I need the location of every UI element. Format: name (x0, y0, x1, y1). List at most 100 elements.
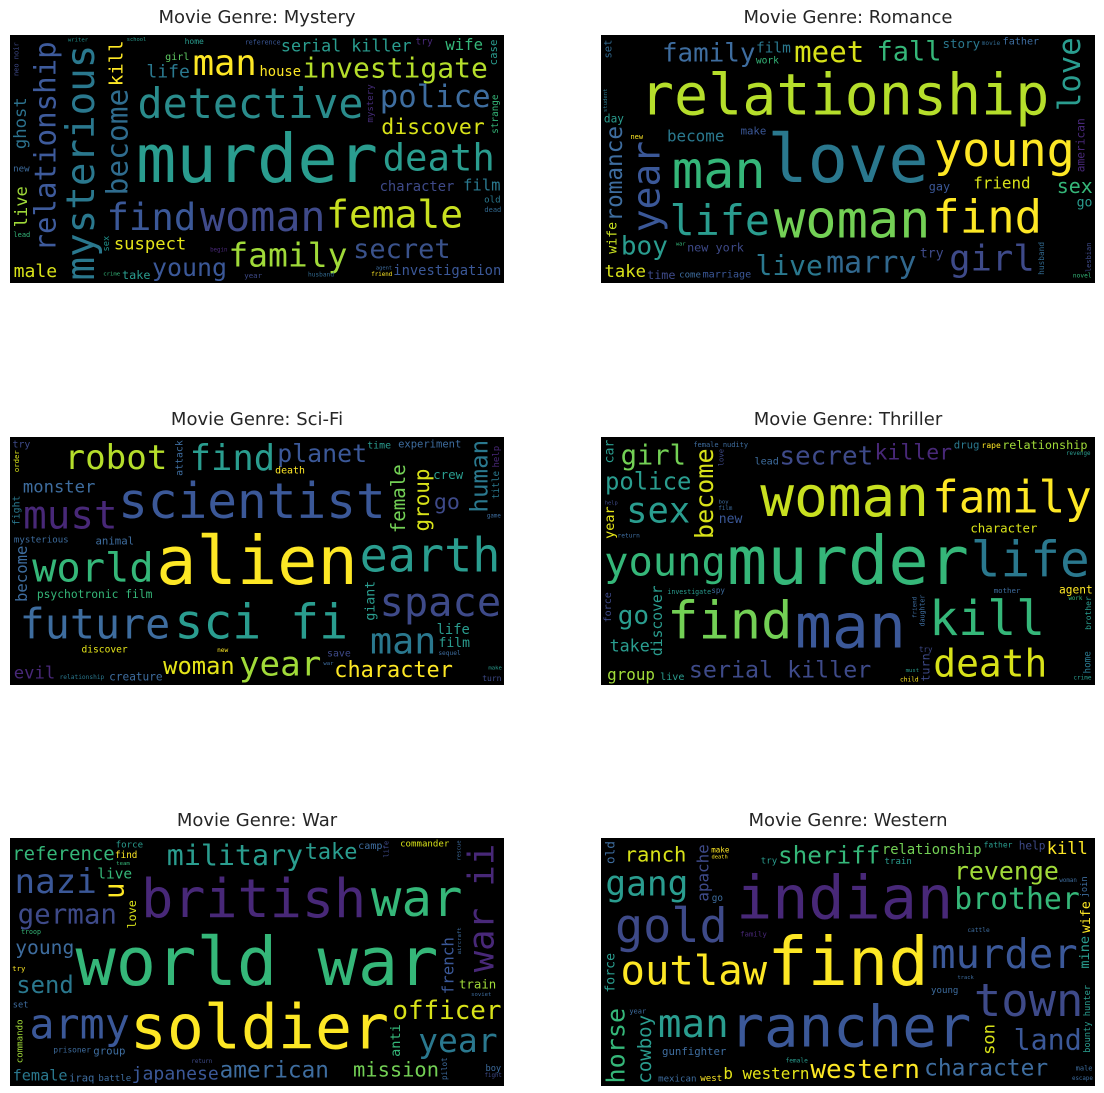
word-come: come (679, 271, 701, 281)
word-earth: earth (360, 530, 501, 584)
word-father: father (1003, 37, 1039, 48)
word-romance: romance (602, 126, 628, 222)
word-friend: friend (912, 597, 918, 618)
word-save: save (327, 649, 351, 660)
word-return: return (618, 533, 641, 540)
word-cowboy: cowboy (634, 1015, 656, 1084)
word-experiment: experiment (398, 438, 461, 450)
word-investigate: investigate (302, 52, 487, 85)
word-become: become (690, 448, 719, 539)
word-gay: gay (929, 179, 950, 193)
word-evil: evil (14, 664, 55, 684)
word-make: make (741, 125, 767, 138)
word-group: group (410, 469, 434, 532)
word-town: town (974, 974, 1084, 1027)
word-lead: lead (755, 457, 779, 468)
word-turn: turn (919, 653, 933, 681)
word-american: american (1075, 118, 1088, 172)
word-kill: kill (929, 591, 1045, 647)
word-family: family (662, 38, 756, 68)
word-year: year (602, 506, 618, 539)
word-force: force (603, 953, 618, 993)
word-story: story (943, 36, 981, 51)
word-title: title (491, 471, 502, 499)
word-rape: rape (982, 441, 1001, 450)
word-horse: horse (602, 1008, 631, 1084)
word-outlaw: outlaw (621, 947, 768, 995)
word-child: child (900, 676, 919, 683)
word-mysterious: mysterious (14, 535, 69, 545)
word-american: american (220, 1058, 329, 1084)
word-order: order (12, 450, 21, 473)
word-war: war (371, 869, 463, 928)
word-gold: gold (615, 900, 728, 954)
word-new: new (719, 512, 743, 527)
wordcloud-mystery: murder detective woman mysterious female deat… (10, 35, 504, 283)
word-future: future (20, 600, 171, 649)
word-novel: novel (1073, 273, 1092, 280)
word-discover: discover (649, 585, 666, 656)
wordcloud-thriller: murder man woman find life kill family young bec… (601, 437, 1095, 685)
word-woman: woman (774, 190, 931, 250)
word-woman: woman (1059, 878, 1076, 884)
word-find: find (190, 438, 276, 479)
panel-title: Movie Genre: Sci-Fi (170, 409, 344, 430)
word-crew: crew (433, 467, 464, 482)
word-year: year (624, 141, 668, 232)
word-detective: detective (138, 79, 364, 128)
word-new: new (217, 647, 228, 654)
word-world-war: world war (75, 923, 438, 1001)
wordcloud-war: world war soldier british war military german… (10, 838, 504, 1086)
word-agent: agent (1059, 584, 1093, 597)
word-track: track (958, 975, 975, 981)
panel-thriller: Movie Genre: Thriller murder man woman find… (601, 405, 1095, 687)
wordcloud-western: find indian rancher outlaw murder gold town bro… (601, 838, 1095, 1086)
panel-mystery: Movie Genre: Mystery murder detective woma… (10, 3, 504, 285)
word-work: work (1068, 596, 1082, 602)
word-relationship: relationship (882, 842, 982, 858)
word-live: live (660, 672, 684, 683)
word-war-ii: war ii (462, 844, 503, 973)
word-life: life (146, 61, 190, 82)
word-female: female (326, 192, 463, 236)
word-man: man (672, 141, 766, 201)
word-reference: reference (245, 39, 281, 47)
word-death: death (275, 465, 305, 476)
word-love: love (1053, 37, 1088, 111)
word-young: young (934, 124, 1075, 178)
word-new-york: new york (687, 241, 744, 255)
word-young: young (931, 986, 958, 996)
word-wife: wife (445, 36, 483, 54)
word-drug: drug (954, 438, 980, 451)
word-scientist: scientist (118, 472, 386, 530)
word-aircraft: aircraft (457, 927, 463, 954)
word-year: year (239, 644, 321, 684)
word-suspect: suspect (114, 234, 186, 254)
word-wife: wife (605, 222, 620, 254)
word-young: young (152, 253, 227, 282)
word-become: become (100, 89, 134, 196)
word-reference: reference (12, 843, 114, 865)
word-father: father (984, 841, 1013, 850)
word-case: case (487, 40, 500, 66)
word-british: british (141, 867, 366, 930)
word-murder: murder (727, 522, 969, 600)
word-family: family (740, 930, 767, 939)
word-year: year (244, 271, 262, 280)
word-help: help (1019, 839, 1046, 852)
word-try: try (919, 645, 933, 654)
word-friend: friend (973, 173, 1030, 192)
word-group: group (607, 665, 655, 684)
word-time: time (367, 441, 391, 452)
word-strange: strange (490, 94, 501, 134)
word-woman: woman (200, 192, 326, 241)
word-gang: gang (605, 865, 688, 905)
word-nazi: nazi (15, 862, 97, 902)
word-robot: robot (64, 438, 167, 478)
word-ghost: ghost (11, 97, 31, 149)
word-young: young (15, 936, 74, 959)
word-home: home (185, 37, 204, 46)
word-woman: woman (760, 465, 929, 530)
